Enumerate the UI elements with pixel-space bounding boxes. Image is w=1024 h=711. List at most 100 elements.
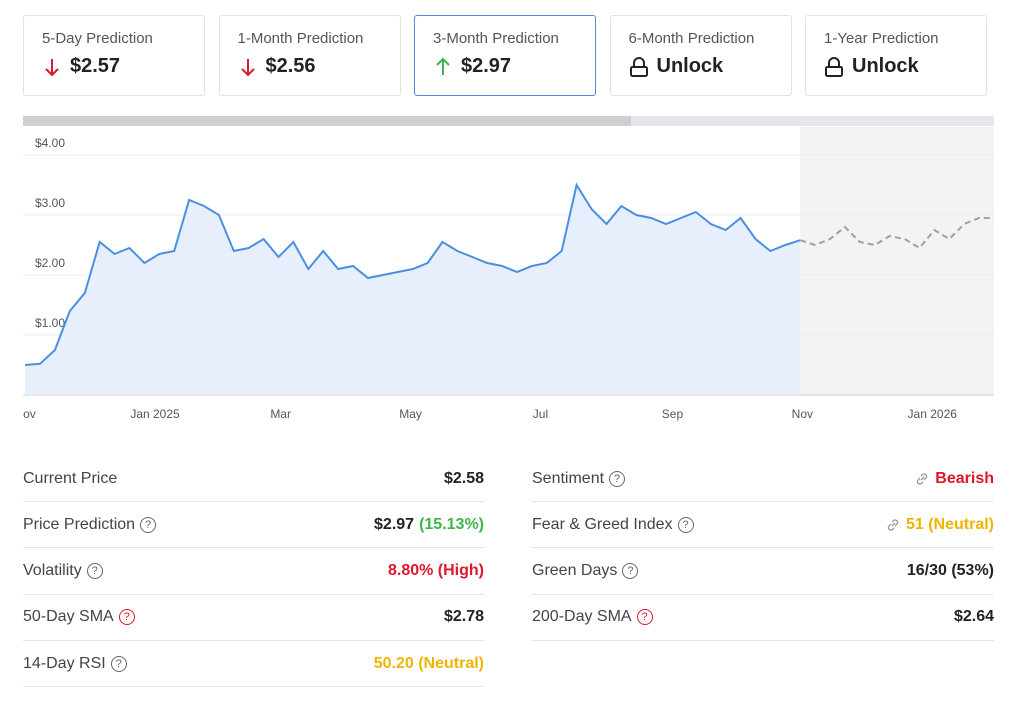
prediction-card[interactable]: 5-Day Prediction $2.57 bbox=[23, 15, 205, 96]
stat-row: Price Prediction? $2.97 (15.13%) bbox=[23, 502, 484, 549]
info-icon[interactable]: ? bbox=[609, 470, 626, 487]
stat-label-wrap: 14-Day RSI? bbox=[23, 655, 127, 673]
up-icon bbox=[436, 57, 450, 75]
prediction-card[interactable]: 1-Year Prediction Unlock bbox=[805, 15, 987, 96]
card-label: 1-Year Prediction bbox=[824, 30, 939, 47]
y-tick-label: $3.00 bbox=[35, 196, 65, 210]
stat-value-wrap: Bearish bbox=[914, 470, 994, 488]
card-value: $2.97 bbox=[461, 55, 512, 77]
stat-label-wrap: Fear & Greed Index? bbox=[532, 516, 694, 534]
stat-label-wrap: Current Price bbox=[23, 470, 117, 488]
arrow bbox=[240, 58, 255, 76]
info-icon[interactable]: ? bbox=[622, 563, 639, 580]
stat-value: 16/30 (53%) bbox=[906, 562, 994, 580]
info-icon[interactable]: ? bbox=[140, 516, 157, 533]
y-tick-label: $2.00 bbox=[35, 256, 65, 270]
info-icon[interactable]: ? bbox=[118, 609, 135, 626]
card-value-row: $2.97 bbox=[433, 55, 595, 78]
lock-icon bbox=[825, 56, 843, 77]
x-tick-label: May bbox=[399, 407, 422, 421]
card-label: 5-Day Prediction bbox=[42, 30, 153, 47]
stat-value: 51 (Neutral) bbox=[905, 515, 994, 533]
stat-label-wrap: 50-Day SMA? bbox=[23, 608, 135, 626]
card-label: 6-Month Prediction bbox=[628, 30, 755, 47]
lock-body bbox=[629, 65, 648, 77]
link bbox=[887, 519, 899, 531]
stat-value-wrap: $2.64 bbox=[954, 608, 994, 626]
info-icon[interactable]: ? bbox=[86, 563, 103, 580]
x-tick-label: Jan 2025 bbox=[130, 407, 180, 421]
lock-icon bbox=[629, 56, 648, 77]
stat-value: $2.97 bbox=[374, 515, 415, 533]
stat-value-wrap: 50.20 (Neutral) bbox=[374, 655, 484, 673]
stat-label-wrap: 200-Day SMA? bbox=[532, 608, 653, 626]
y-tick-label: $4.00 bbox=[35, 136, 65, 150]
x-tick-label: Jul bbox=[533, 407, 548, 421]
stat-label: 14-Day RSI bbox=[23, 654, 106, 672]
stat-label: Current Price bbox=[23, 469, 118, 487]
stat-row: 50-Day SMA? $2.78 bbox=[23, 595, 484, 641]
x-tick-label: Jan 2026 bbox=[908, 407, 958, 421]
stat-row: Sentiment? Bearish bbox=[532, 456, 994, 502]
prediction-card[interactable]: 6-Month Prediction Unlock bbox=[609, 15, 792, 96]
info-icon[interactable]: ? bbox=[636, 609, 653, 626]
card-value-row: $2.56 bbox=[238, 55, 400, 78]
shackle bbox=[632, 56, 645, 67]
stat-value: $2.58 bbox=[443, 469, 484, 487]
stat-label: Price Prediction bbox=[23, 515, 136, 533]
x-tick-label: Nov bbox=[792, 407, 813, 421]
stat-value-wrap: $2.78 bbox=[444, 608, 484, 626]
x-tick-label: Sep bbox=[662, 407, 684, 421]
card-label: 1-Month Prediction bbox=[237, 30, 364, 47]
lock-body bbox=[825, 65, 843, 77]
stat-label-wrap: Sentiment? bbox=[532, 469, 626, 488]
stat-value-wrap: $2.58 bbox=[444, 470, 484, 488]
stat-value-wrap: 51 (Neutral) bbox=[885, 516, 994, 534]
stat-label: Green Days bbox=[532, 562, 618, 580]
stat-label: 200-Day SMA bbox=[532, 608, 632, 626]
stat-label-wrap: Volatility? bbox=[23, 562, 103, 580]
down-icon bbox=[240, 58, 255, 76]
stat-value: 50.20 (Neutral) bbox=[373, 654, 484, 672]
stat-value: 8.80% (High) bbox=[387, 562, 484, 580]
card-value-row: Unlock bbox=[824, 55, 986, 78]
stat-row: Volatility? 8.80% (High) bbox=[23, 549, 484, 595]
stat-label-wrap: Green Days? bbox=[532, 562, 639, 580]
forecast-line bbox=[799, 217, 994, 250]
x-tick-label: Nov bbox=[23, 407, 36, 421]
info-icon[interactable]: ? bbox=[677, 516, 694, 533]
stat-row: 14-Day RSI? 50.20 (Neutral) bbox=[23, 641, 484, 688]
forecast-region bbox=[800, 127, 994, 395]
card-value: $2.57 bbox=[70, 55, 121, 77]
y-tick-label: $1.00 bbox=[35, 316, 65, 330]
down-icon bbox=[45, 58, 59, 76]
arrow bbox=[436, 57, 450, 75]
card-label: 3-Month Prediction bbox=[433, 30, 559, 47]
scroll-thumb bbox=[23, 116, 631, 126]
stat-label: Sentiment bbox=[532, 469, 605, 487]
stat-value: Bearish bbox=[935, 469, 994, 487]
link-icon bbox=[887, 519, 899, 531]
prediction-card[interactable]: 3-Month Prediction $2.97 bbox=[414, 15, 596, 96]
card-value-row: $2.57 bbox=[42, 55, 204, 78]
card-value-row: Unlock bbox=[629, 55, 791, 78]
card-value: Unlock bbox=[852, 55, 919, 77]
stat-value-wrap: 8.80% (High) bbox=[388, 562, 484, 580]
stat-label: Fear & Greed Index bbox=[532, 515, 673, 533]
card-value: Unlock bbox=[656, 55, 724, 77]
stat-label-wrap: Price Prediction? bbox=[23, 515, 157, 534]
stat-label: 50-Day SMA bbox=[23, 608, 114, 626]
stat-label: Volatility bbox=[23, 562, 82, 580]
link-icon bbox=[917, 472, 928, 485]
x-tick-label: Mar bbox=[270, 407, 291, 421]
stat-value: $2.64 bbox=[953, 608, 994, 626]
stat-value: $2.78 bbox=[443, 608, 484, 626]
prediction-card[interactable]: 1-Month Prediction $2.56 bbox=[218, 15, 401, 96]
chart: $0.00$1.00$2.00$3.00$4.00NovJan 2025MarM… bbox=[23, 116, 994, 421]
stat-row: Current Price $2.58 bbox=[23, 456, 484, 502]
price-line bbox=[25, 182, 801, 366]
info-icon[interactable]: ? bbox=[110, 655, 127, 672]
link bbox=[917, 472, 928, 485]
stat-row: Fear & Greed Index? 51 (Neutral) bbox=[532, 502, 994, 549]
